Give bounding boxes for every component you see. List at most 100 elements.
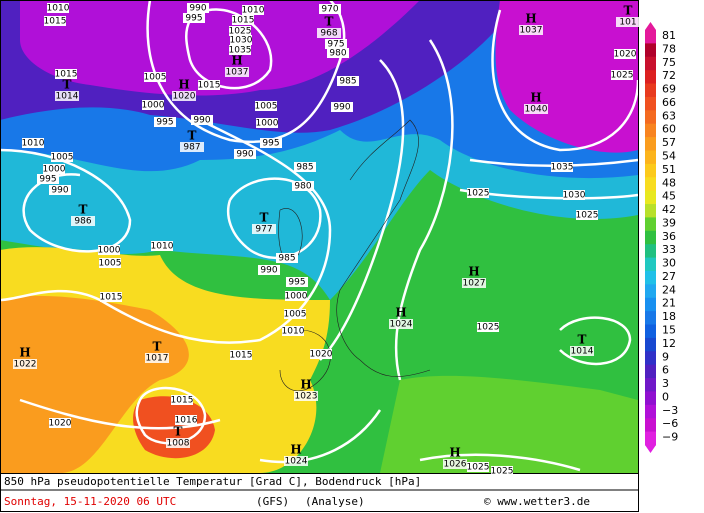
isobar-label: 990 [189, 4, 206, 14]
center-pressure: 1027 [463, 279, 486, 289]
isobar-label: 1015 [171, 396, 194, 406]
colorbar-label: 15 [662, 324, 676, 337]
isobar-label-bg [44, 16, 66, 26]
isobar-label: 1025 [229, 27, 252, 37]
colorbar-label: 9 [662, 350, 669, 363]
colorbar-label: 36 [662, 230, 676, 243]
isobar-label: 1015 [55, 70, 78, 80]
isobar-label-bg [310, 349, 332, 359]
colorbar-label: 57 [662, 136, 676, 149]
colorbar-label: 60 [662, 123, 676, 136]
isobar-label: 1015 [44, 17, 67, 27]
colorbar-swatch [645, 270, 656, 285]
center-label-bg [519, 25, 543, 35]
center-pressure: 1014 [56, 92, 79, 102]
center-letter: T [578, 333, 587, 347]
isobar-label-bg [614, 49, 636, 59]
isobar-label: 1035 [229, 46, 252, 56]
isobar-label: 1000 [142, 101, 165, 111]
date-text: Sonntag, 15-11-2020 06 UTC [4, 495, 176, 508]
center-letter: H [530, 91, 541, 105]
isobar-label: 1025 [491, 467, 514, 477]
isobar-label: 1005 [284, 310, 307, 320]
isobar-label-bg [260, 138, 282, 148]
isobar-label: 995 [288, 278, 305, 288]
isobar-label: 1030 [563, 191, 586, 201]
isobar-label-bg [576, 210, 598, 220]
isobar-label: 990 [260, 266, 277, 276]
colorbar-swatch [645, 70, 656, 85]
isobar-label-bg [37, 174, 59, 184]
isobar-label-bg [292, 181, 314, 191]
isobar-label-bg [230, 350, 252, 360]
colorbar-swatch [645, 404, 656, 419]
isobar-label: 980 [329, 49, 346, 59]
colorbar-swatch [645, 110, 656, 125]
isobar-label: 995 [156, 118, 173, 128]
isobar-label: 1025 [576, 211, 599, 221]
isobar-label-bg [230, 35, 252, 45]
isobar-label: 1016 [175, 416, 198, 426]
center-pressure: 1037 [520, 26, 543, 36]
isobar-label-bg [51, 152, 73, 162]
colorbar-swatch [645, 123, 656, 138]
center-label-bg [443, 459, 467, 469]
center-letter: H [19, 346, 30, 360]
center-label-bg [294, 391, 318, 401]
isobar-label-bg [47, 3, 69, 13]
center-pressure: 1020 [173, 92, 196, 102]
center-label-bg [252, 224, 276, 234]
isobar-label: 1010 [151, 242, 174, 252]
center-label-bg [166, 438, 190, 448]
isobar-label-bg [98, 245, 120, 255]
isobar-label-bg [151, 241, 173, 251]
colorbar-label: 39 [662, 216, 676, 229]
colorbar-label: 18 [662, 310, 676, 323]
isobar-label: 1020 [49, 419, 72, 429]
colorbar-label: −3 [662, 404, 678, 417]
colorbar-label: 81 [662, 29, 676, 42]
center-label-bg [225, 67, 249, 77]
center-label-bg [524, 104, 548, 114]
center-letter: T [188, 129, 197, 143]
isobar-label-bg [467, 188, 489, 198]
center-letter: H [300, 378, 311, 392]
isobar-label: 1005 [255, 102, 278, 112]
isobar-label-bg [327, 48, 349, 58]
isobar-label-bg [611, 70, 633, 80]
copyright-text: © www.wetter3.de [484, 495, 590, 508]
colorbar-label: −9 [662, 431, 678, 444]
colorbar-swatch [645, 43, 656, 58]
isobar-label-bg [198, 80, 220, 90]
colorbar-swatch [645, 297, 656, 312]
isobar-label-bg [319, 4, 341, 14]
colorbar-label: 69 [662, 83, 676, 96]
center-label-bg [172, 91, 196, 101]
center-pressure: 1040 [525, 105, 548, 115]
isobar-label-bg [285, 291, 307, 301]
isobar-label: 1015 [230, 351, 253, 361]
colorbar-swatch [645, 244, 656, 259]
isobar-label-bg [477, 322, 499, 332]
isobar-label: 1010 [282, 327, 305, 337]
center-pressure: 1024 [285, 457, 308, 467]
isobar-label-bg [183, 13, 205, 23]
colorbar-label: 12 [662, 337, 676, 350]
center-letter: H [178, 78, 189, 92]
colorbar-swatch [645, 337, 656, 352]
center-label-bg [284, 456, 308, 466]
isobar-label: 1000 [43, 165, 66, 175]
colorbar-label: 0 [662, 390, 669, 403]
colorbar-label: 6 [662, 364, 669, 377]
center-letter: T [79, 203, 88, 217]
isobar-label: 985 [278, 254, 295, 264]
isobar-label: 1005 [144, 73, 167, 83]
colorbar-swatch [645, 351, 656, 366]
center-label-bg [145, 353, 169, 363]
center-pressure: 1037 [226, 68, 249, 78]
isobar-label: 985 [339, 77, 356, 87]
isobar-label-bg [325, 39, 347, 49]
colorbar-swatch [645, 83, 656, 98]
isobar-label: 1015 [232, 16, 255, 26]
